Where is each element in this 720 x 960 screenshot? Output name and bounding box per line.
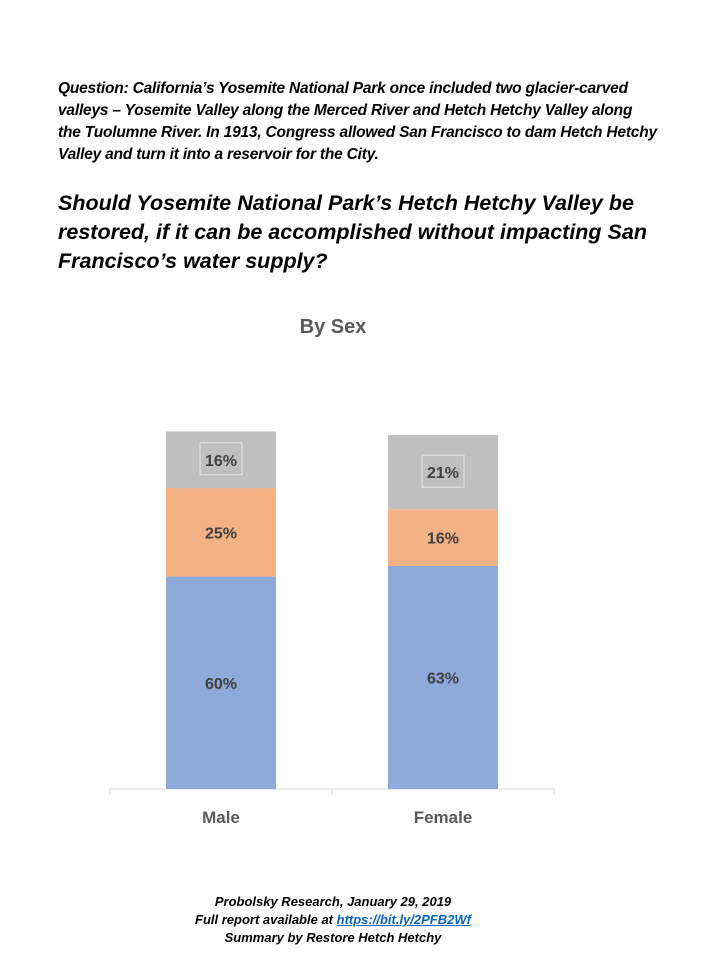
data-label: 16% xyxy=(427,531,459,548)
chart-title: By Sex xyxy=(299,316,367,338)
report-line: Full report available at https://bit.ly/… xyxy=(0,911,666,929)
x-tick-label: Male xyxy=(202,808,240,827)
bar-segment xyxy=(166,488,276,577)
bar-segment xyxy=(166,431,276,489)
data-label-box xyxy=(199,442,243,476)
report-prefix: Full report available at xyxy=(195,912,337,927)
data-label-box xyxy=(421,454,465,488)
data-label: 16% xyxy=(205,453,237,470)
summary-line: Summary by Restore Hetch Hetchy xyxy=(224,930,442,945)
bar-segment xyxy=(388,565,498,789)
source-line: Probolsky Research, January 29, 2019 xyxy=(214,894,452,909)
question-context: Question: California’s Yosemite National… xyxy=(58,80,657,163)
report-link[interactable]: https://bit.ly/2PFB2Wf xyxy=(336,912,471,927)
data-label: 25% xyxy=(205,525,237,542)
data-label: 60% xyxy=(205,676,237,693)
bar-segment xyxy=(166,576,276,789)
data-label: 63% xyxy=(427,670,459,687)
bar-segment xyxy=(388,509,498,566)
bar-segment xyxy=(388,435,498,510)
x-tick-label: Female xyxy=(414,808,473,827)
footer: Probolsky Research, January 29, 2019 Ful… xyxy=(0,893,666,947)
data-label: 21% xyxy=(427,465,459,482)
main-question: Should Yosemite National Park’s Hetch He… xyxy=(58,191,647,273)
